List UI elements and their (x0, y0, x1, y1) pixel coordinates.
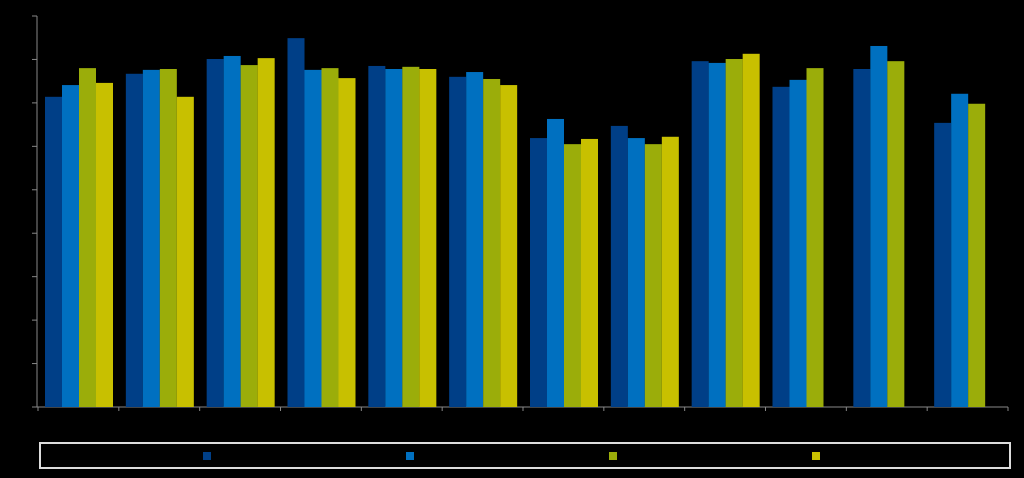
bar (853, 69, 871, 407)
legend-box (39, 442, 1011, 469)
legend-marker (812, 452, 820, 460)
bar (564, 144, 581, 407)
y-tick-label: 50 (16, 184, 28, 196)
bar (402, 66, 420, 407)
bar (159, 69, 177, 407)
bar (483, 78, 501, 407)
bar (62, 85, 79, 408)
bar (870, 45, 888, 408)
bar (304, 69, 322, 408)
bar (644, 144, 662, 407)
bar (887, 61, 905, 407)
y-tick-label: 60 (16, 140, 28, 152)
bar (223, 55, 241, 408)
bar (45, 96, 62, 407)
bar (627, 138, 645, 407)
bar (500, 85, 518, 408)
bar (789, 79, 807, 407)
bar (368, 65, 386, 407)
bar (725, 59, 743, 407)
bar (96, 82, 113, 407)
y-tick-label: 40 (16, 227, 28, 239)
bar (691, 61, 709, 407)
bar (419, 69, 437, 407)
bar (125, 73, 143, 407)
bar (338, 78, 356, 408)
legend-marker (406, 452, 414, 460)
bar (708, 62, 726, 408)
bar (806, 68, 824, 407)
legend-marker (203, 452, 211, 460)
bar (610, 125, 628, 408)
bar (968, 103, 986, 407)
bar (449, 76, 467, 408)
bar (240, 65, 258, 407)
legend-marker (609, 452, 617, 460)
bar (934, 122, 952, 407)
bar (142, 69, 160, 408)
bar (206, 59, 224, 407)
bar (385, 69, 403, 407)
y-tick-label: 10 (16, 357, 28, 369)
bar (951, 93, 969, 407)
bar (547, 118, 564, 408)
y-tick-label: 90 (16, 10, 28, 22)
bar (257, 58, 275, 407)
y-tick-label: 20 (16, 314, 28, 326)
y-tick-label: 70 (16, 97, 28, 109)
bar (321, 68, 339, 407)
y-tick-label: 80 (16, 53, 28, 65)
bar (772, 86, 790, 407)
y-tick-label: 30 (16, 271, 28, 283)
bar (79, 68, 96, 407)
bar (176, 96, 194, 407)
bar (530, 138, 547, 407)
bar (742, 53, 760, 408)
y-tick-label: 0 (22, 401, 28, 413)
bar (287, 38, 305, 407)
bar (466, 72, 484, 407)
bar (581, 138, 598, 407)
bar (661, 136, 679, 407)
